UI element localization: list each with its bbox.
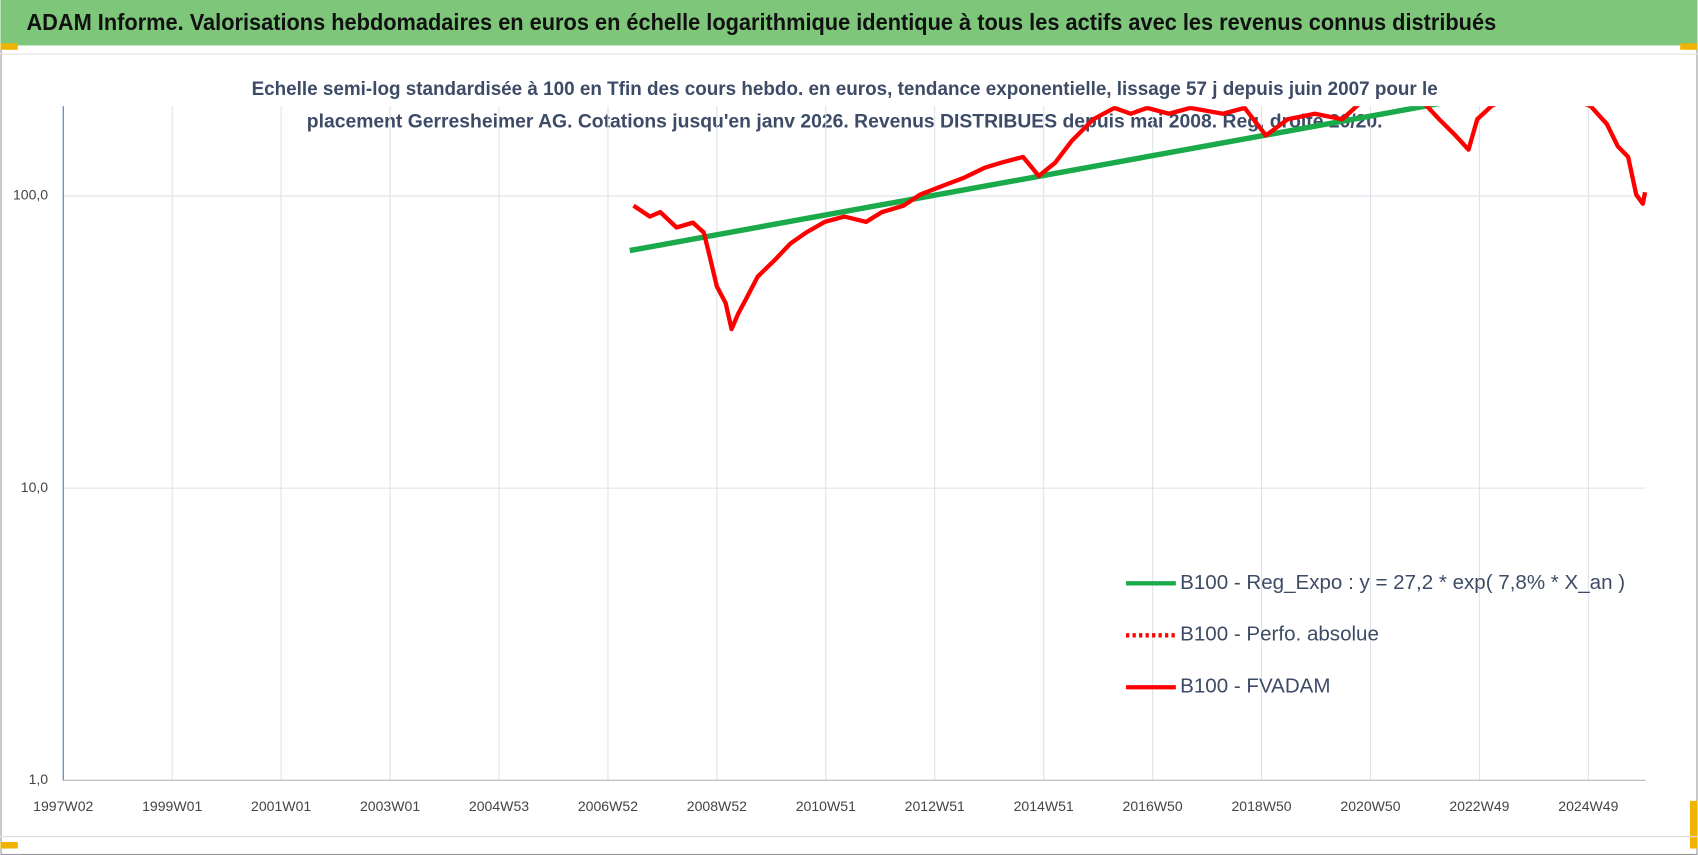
x-tick-label: 2003W01 [360,798,420,814]
title-bar [0,0,1698,46]
x-tick-label: 2018W50 [1231,798,1291,814]
data-line [629,106,1441,254]
legend-label: B100 - Perfo. absolue [1180,623,1379,646]
corner-mark [0,43,18,50]
y-tick-label: 100,0 [13,187,48,203]
legend: B100 - Reg_Expo : y = 27,2 * exp( 7,8% *… [1126,571,1625,698]
legend-label: B100 - Reg_Expo : y = 27,2 * exp( 7,8% *… [1180,571,1625,594]
data-line [632,106,1648,332]
x-tick-label: 1999W01 [142,798,202,814]
x-tick-label: 2024W49 [1558,798,1618,814]
x-tick-label: 2016W50 [1123,798,1183,814]
x-tick-label: 2012W51 [905,798,965,814]
chart-subtitle: Echelle semi-log standardisée à 100 en T… [252,78,1438,100]
axes: 1,0 10,0 100,0 1997W02 1999W01 2001W01 2003W01… [13,106,1646,814]
x-tick-label: 2004W53 [469,798,529,814]
x-tick-label: 1997W02 [33,798,93,814]
x-tick-label: 2014W51 [1014,798,1074,814]
corner-mark [1689,800,1698,849]
y-tick-label: 1,0 [29,771,49,787]
x-tick-label: 2010W51 [796,798,856,814]
legend-label: B100 - FVADAM [1180,675,1330,698]
plot-area [629,106,1648,332]
x-tick-label: 2022W49 [1449,798,1509,814]
x-tick-label: 2008W52 [687,798,747,814]
x-tick-label: 2001W01 [251,798,311,814]
x-tick-label: 2020W50 [1340,798,1400,814]
corner-mark [1680,43,1698,50]
chart-title: ADAM Informe. Valorisations hebdomadaire… [26,9,1496,35]
x-tick-label: 2006W52 [578,798,638,814]
chart-subtitle: placement Gerresheimer AG. Cotations jus… [307,110,1383,132]
y-tick-label: 10,0 [21,479,49,495]
corner-mark [0,842,18,849]
